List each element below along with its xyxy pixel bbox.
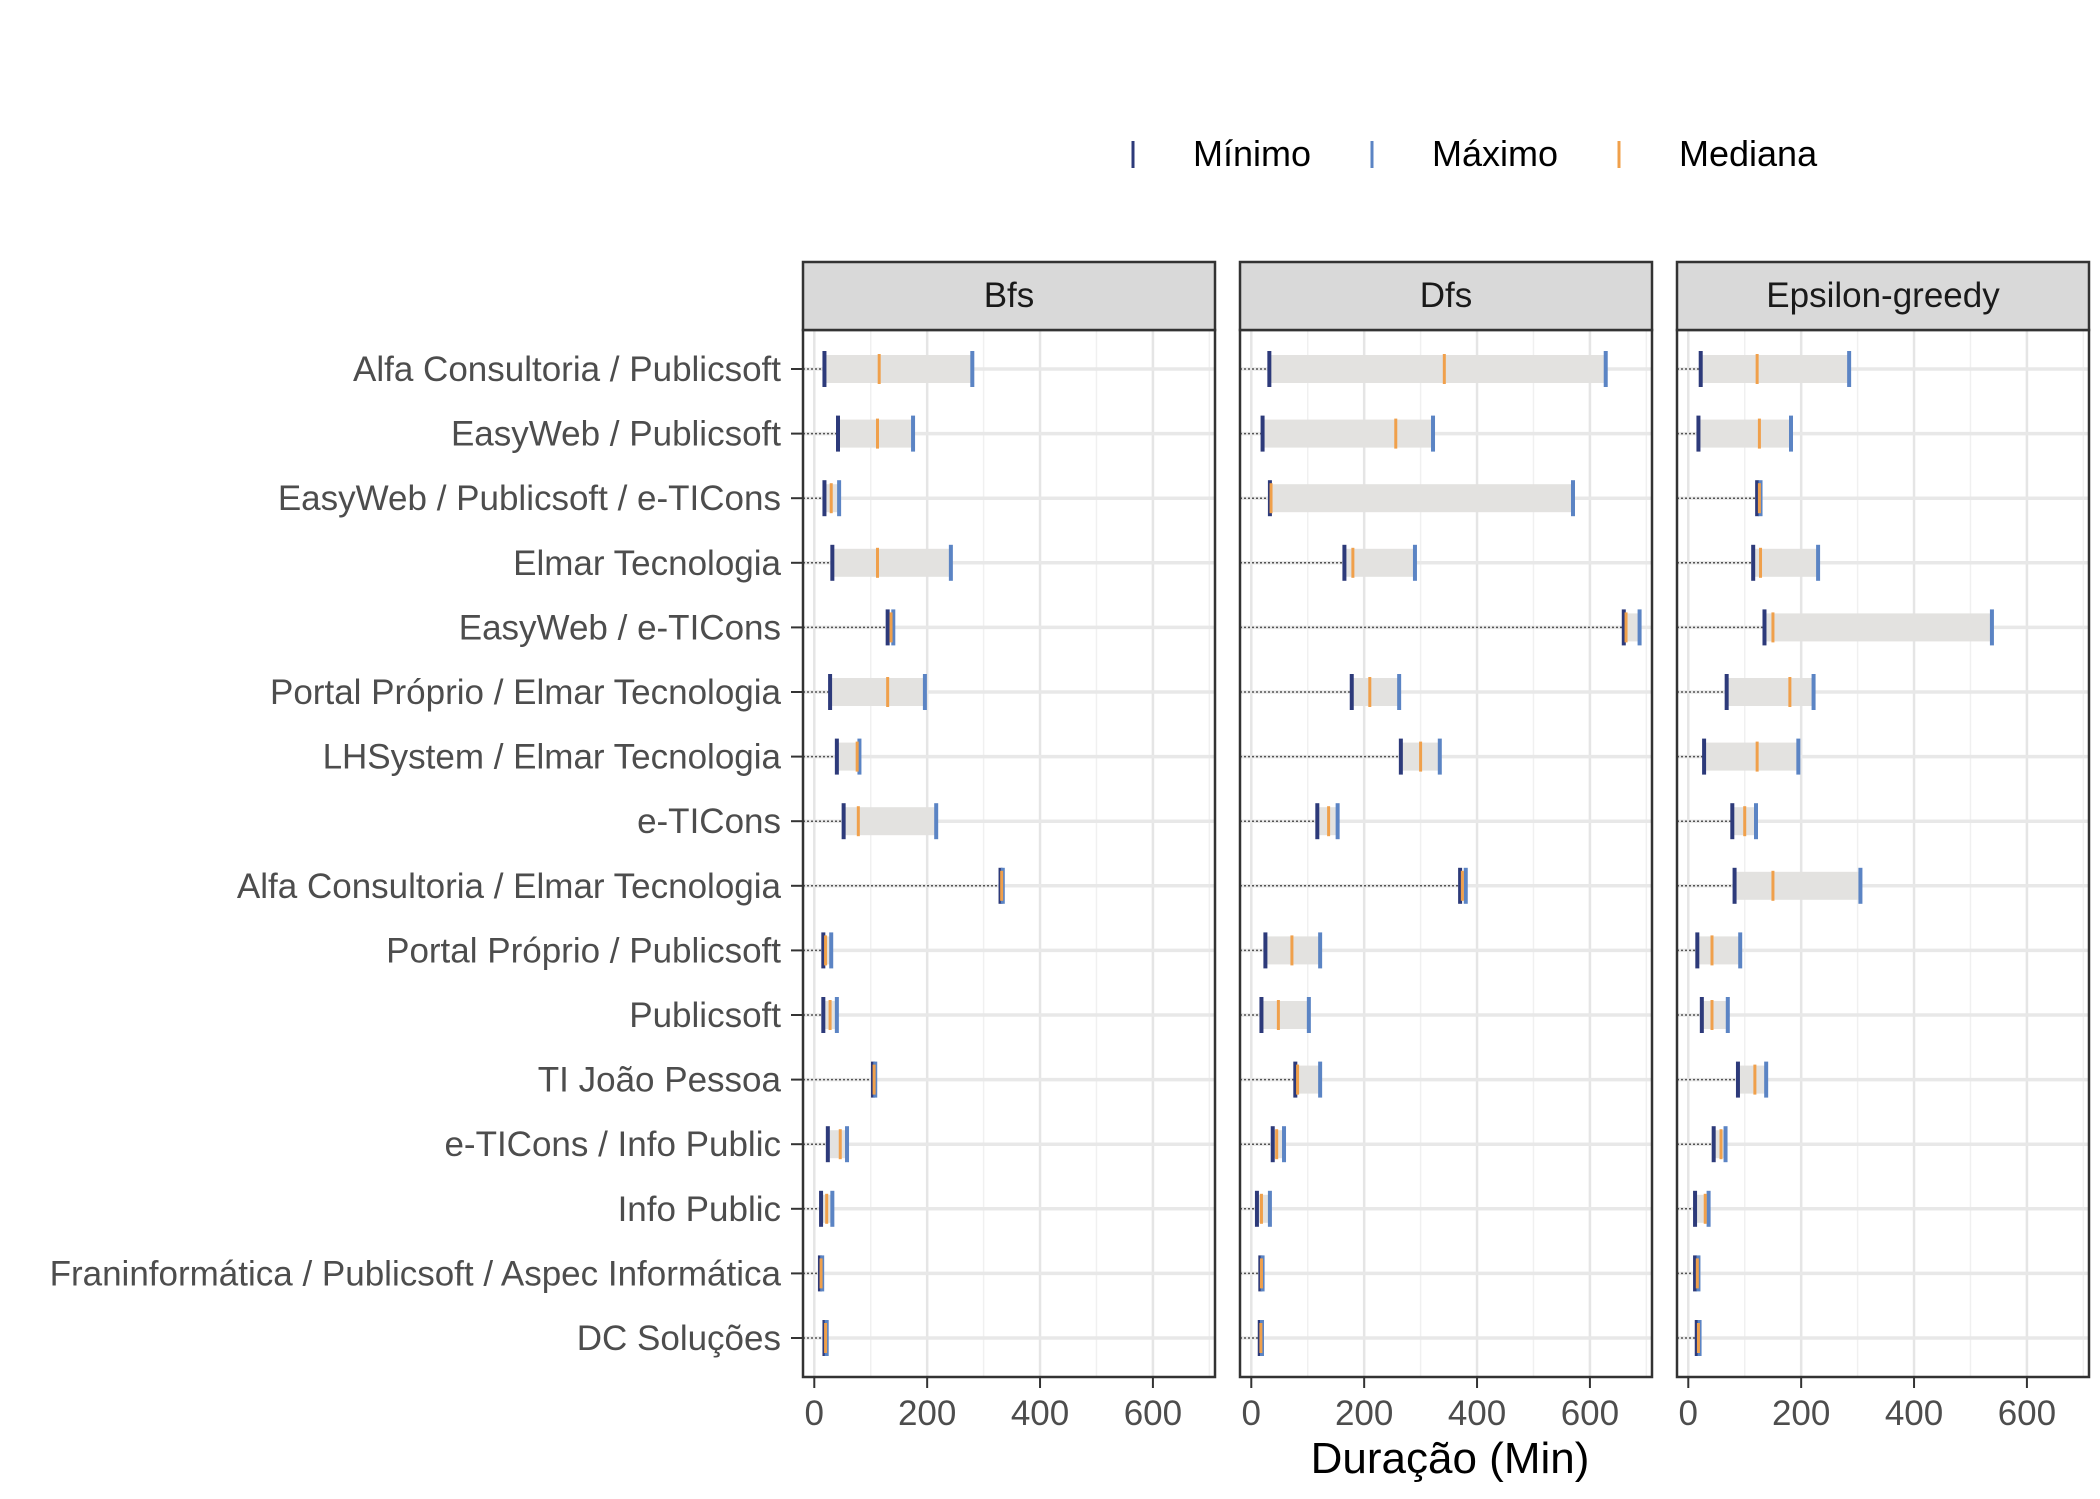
category-label: TI João Pessoa	[538, 1061, 782, 1100]
range-bar	[1262, 419, 1434, 448]
range-bar	[1261, 1001, 1309, 1029]
panel-dfs: Dfs 0 200 400 600	[1238, 260, 1654, 1433]
range-bar	[832, 548, 951, 577]
x-tick-label: 600	[1998, 1394, 2056, 1433]
category-label: DC Soluções	[577, 1319, 781, 1358]
range-bar	[1269, 355, 1606, 383]
x-tick-label: 600	[1124, 1394, 1182, 1433]
x-tick-label: 400	[1885, 1394, 1943, 1433]
facet-strip	[1675, 260, 2091, 332]
panel-bfs: Bfs 0 200 400 600	[801, 260, 1217, 1433]
category-label: LHSystem / Elmar Tecnologia	[323, 738, 782, 777]
x-tick-label: 0	[1679, 1394, 1698, 1433]
category-label: Franinformática / Publicsoft / Aspec Inf…	[50, 1254, 782, 1293]
range-bar	[836, 742, 860, 771]
legend: Mínimo Máximo Mediana	[1131, 133, 1818, 174]
panel-epsilon-greedy: Epsilon-greedy 0 200 400 600	[1675, 260, 2091, 1433]
range-bar	[824, 355, 973, 383]
legend-label-median: Mediana	[1679, 133, 1818, 174]
range-bar	[1272, 1130, 1285, 1159]
range-bar	[1344, 548, 1415, 577]
range-bar	[1697, 936, 1741, 965]
facet-strip	[801, 260, 1217, 332]
range-bar	[837, 419, 914, 448]
category-label: Portal Próprio / Publicsoft	[386, 931, 781, 970]
facet-label: Epsilon-greedy	[1766, 276, 2000, 315]
x-tick-label: 200	[898, 1394, 956, 1433]
facet-label: Bfs	[984, 276, 1035, 315]
x-tick-label: 0	[1242, 1394, 1261, 1433]
range-bar	[1351, 678, 1400, 706]
y-axis-labels: Alfa Consultoria / Publicsoft EasyWeb / P…	[50, 350, 803, 1358]
range-bar	[1734, 871, 1861, 900]
range-bar	[1701, 1001, 1728, 1029]
category-label: Alfa Consultoria / Publicsoft	[353, 350, 781, 389]
x-tick-label: 400	[1011, 1394, 1069, 1433]
x-axis-title: Duração (Min)	[1311, 1434, 1590, 1483]
category-label: Publicsoft	[629, 996, 781, 1035]
range-bar	[1700, 355, 1850, 383]
x-tick-label: 600	[1561, 1394, 1619, 1433]
range-bar	[1295, 1065, 1321, 1094]
category-label: EasyWeb / e-TICons	[459, 608, 781, 647]
panel-background	[1677, 330, 2089, 1377]
category-label: EasyWeb / Publicsoft	[451, 415, 781, 454]
panel-background	[803, 330, 1215, 1377]
x-tick-label: 200	[1772, 1394, 1830, 1433]
range-bar	[1737, 1065, 1767, 1094]
category-label: Info Public	[618, 1190, 781, 1229]
x-tick-label: 200	[1335, 1394, 1393, 1433]
range-bar	[1753, 548, 1819, 577]
range-bar	[1269, 484, 1573, 513]
category-label: e-TICons / Info Public	[444, 1125, 781, 1164]
x-tick-label: 400	[1448, 1394, 1506, 1433]
range-bar	[827, 1130, 848, 1159]
category-label: e-TICons	[637, 802, 781, 841]
facet-strip	[1238, 260, 1654, 332]
category-label: EasyWeb / Publicsoft / e-TICons	[278, 479, 781, 518]
range-bar	[823, 936, 832, 965]
category-label: Elmar Tecnologia	[513, 544, 781, 583]
category-label: Portal Próprio / Elmar Tecnologia	[270, 673, 782, 712]
category-label: Alfa Consultoria / Elmar Tecnologia	[237, 867, 782, 906]
range-bar	[830, 678, 925, 706]
x-tick-label: 0	[805, 1394, 824, 1433]
legend-label-min: Mínimo	[1193, 133, 1311, 174]
facet-label: Dfs	[1420, 276, 1473, 315]
range-bar	[1698, 419, 1792, 448]
range-bar	[1623, 613, 1640, 642]
range-bar	[1726, 678, 1814, 706]
range-bar	[1704, 742, 1799, 771]
range-bar	[1764, 613, 1992, 642]
legend-label-max: Máximo	[1432, 133, 1558, 174]
